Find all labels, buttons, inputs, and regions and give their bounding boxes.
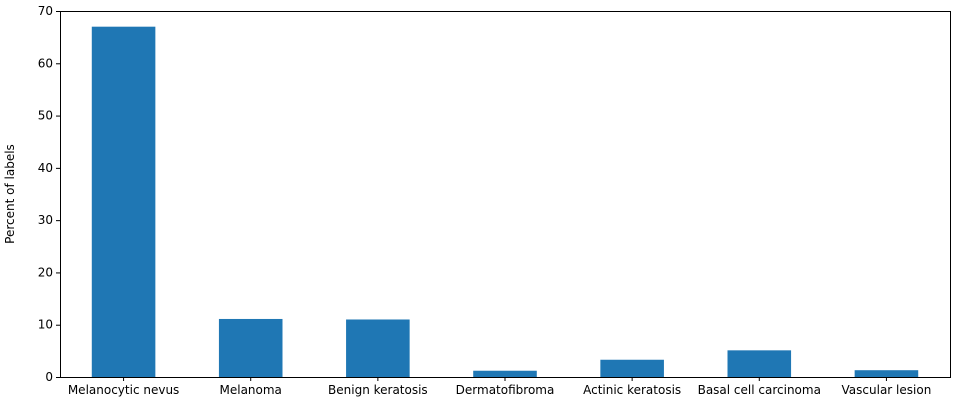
y-tick-label-4: 40 xyxy=(38,161,53,175)
x-tick-label-4: Actinic keratosis xyxy=(583,383,681,397)
y-tick-label-5: 50 xyxy=(38,109,53,123)
x-tick-label-0: Melanocytic nevus xyxy=(68,383,179,397)
y-axis-ticks: 0 10 20 30 40 50 60 70 xyxy=(38,4,60,384)
y-tick-label-1: 10 xyxy=(38,318,53,332)
y-tick-label-3: 30 xyxy=(38,213,53,227)
x-axis-ticks: Melanocytic nevus Melanoma Benign keratosi… xyxy=(68,377,931,397)
bar-5 xyxy=(727,350,792,377)
bar-0 xyxy=(91,26,156,377)
x-tick-label-5: Basal cell carcinoma xyxy=(698,383,821,397)
y-tick-label-0: 0 xyxy=(45,370,53,384)
y-tick-label-2: 20 xyxy=(38,265,53,279)
y-tick-label-7: 70 xyxy=(38,4,53,18)
bar-6 xyxy=(854,370,919,377)
bar-2 xyxy=(346,319,410,377)
bar-4 xyxy=(600,359,664,377)
x-tick-label-3: Dermatofibroma xyxy=(456,383,555,397)
bar-3 xyxy=(473,370,537,377)
plot-frame xyxy=(60,11,951,378)
bar-1 xyxy=(218,318,283,377)
bars-layer xyxy=(91,26,919,377)
x-tick-label-6: Vascular lesion xyxy=(842,383,932,397)
y-axis-label: Percent of labels xyxy=(3,144,17,244)
x-tick-label-1: Melanoma xyxy=(220,383,282,397)
y-tick-label-6: 60 xyxy=(38,56,53,70)
x-tick-label-2: Benign keratosis xyxy=(328,383,428,397)
